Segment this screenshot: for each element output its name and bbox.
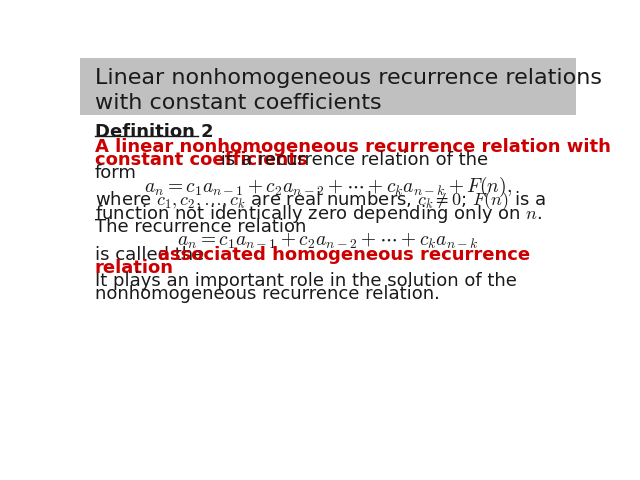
Text: associated homogeneous recurrence: associated homogeneous recurrence [158, 246, 530, 264]
FancyBboxPatch shape [80, 58, 576, 115]
Text: Linear nonhomogeneous recurrence relations: Linear nonhomogeneous recurrence relatio… [95, 68, 602, 88]
Text: where $c_1, c_2, \ldots, c_k$ are real numbers, $c_k \neq 0$; $F(n)$ is a: where $c_1, c_2, \ldots, c_k$ are real n… [95, 189, 546, 212]
Text: Definition 2: Definition 2 [95, 122, 214, 141]
Text: It plays an important role in the solution of the: It plays an important role in the soluti… [95, 272, 516, 290]
Text: with constant coefficients: with constant coefficients [95, 93, 381, 113]
Text: .: . [134, 259, 140, 276]
Text: is a recurrence relation of the: is a recurrence relation of the [215, 151, 488, 169]
Text: form: form [95, 164, 137, 182]
Text: nonhomogeneous recurrence relation.: nonhomogeneous recurrence relation. [95, 285, 440, 303]
Text: relation: relation [95, 259, 174, 276]
Text: function not identically zero depending only on $n$.: function not identically zero depending … [95, 203, 542, 225]
Text: A linear nonhomogeneous recurrence relation with: A linear nonhomogeneous recurrence relat… [95, 138, 611, 156]
Text: The recurrence relation: The recurrence relation [95, 217, 307, 236]
Text: $a_n = c_1a_{n-1} + c_2a_{n-2} + \cdots + c_ka_{n-k}$: $a_n = c_1a_{n-1} + c_2a_{n-2} + \cdots … [177, 230, 479, 251]
Text: $a_n = c_1a_{n-1} + c_2a_{n-2} + \cdots + c_ka_{n-k} + F(n),$: $a_n = c_1a_{n-1} + c_2a_{n-2} + \cdots … [144, 175, 512, 199]
Text: is called the: is called the [95, 246, 210, 264]
Text: constant coefficients: constant coefficients [95, 151, 307, 169]
